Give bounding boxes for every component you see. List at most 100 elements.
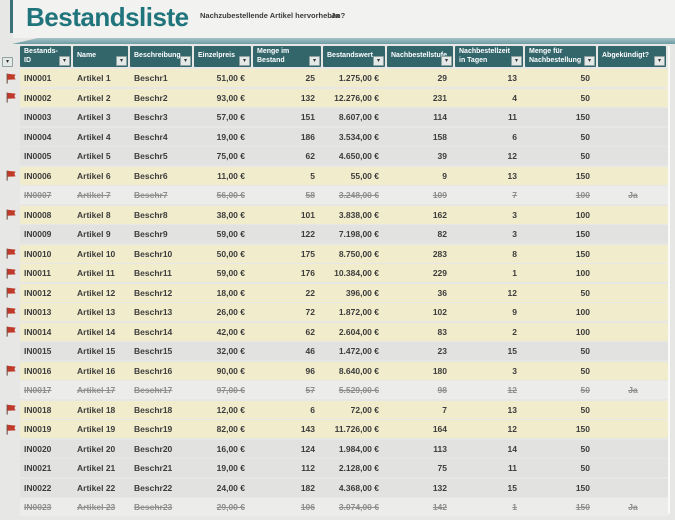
table-cell[interactable]: 50,00 €	[194, 244, 253, 263]
table-cell[interactable]: 96	[253, 361, 323, 380]
table-cell[interactable]: 32,00 €	[194, 342, 253, 360]
table-cell[interactable]: Artikel 12	[73, 283, 130, 302]
table-cell[interactable]: 3.534,00 €	[323, 127, 387, 146]
table-cell[interactable]: 50	[525, 88, 598, 107]
table-cell[interactable]: IN0016	[20, 361, 73, 380]
table-cell[interactable]: 75	[387, 459, 455, 477]
table-cell[interactable]: IN0003	[20, 108, 73, 126]
table-cell[interactable]: 3	[455, 205, 525, 224]
table-cell[interactable]: Beschr4	[130, 127, 194, 146]
table-cell[interactable]: 72,00 €	[323, 400, 387, 419]
table-cell[interactable]: 231	[387, 88, 455, 107]
table-cell[interactable]: 2.604,00 €	[323, 322, 387, 341]
table-cell[interactable]: 5	[253, 166, 323, 185]
table-cell[interactable]: 82,00 €	[194, 420, 253, 438]
table-cell[interactable]: Beschr18	[130, 400, 194, 419]
table-cell[interactable]	[598, 322, 668, 341]
table-cell[interactable]: Artikel 23	[73, 498, 130, 516]
table-cell[interactable]: 24,00 €	[194, 478, 253, 497]
table-cell[interactable]: Beschr17	[130, 381, 194, 399]
table-cell[interactable]: Beschr8	[130, 205, 194, 224]
table-cell[interactable]	[598, 244, 668, 263]
table-cell[interactable]: IN0008	[20, 205, 73, 224]
table-cell[interactable]: Beschr5	[130, 147, 194, 165]
table-cell[interactable]: 4	[455, 88, 525, 107]
table-cell[interactable]: 46	[253, 342, 323, 360]
table-cell[interactable]: 36	[387, 283, 455, 302]
table-cell[interactable]: Beschr11	[130, 264, 194, 282]
table-cell[interactable]: 151	[253, 108, 323, 126]
table-cell[interactable]: 2	[455, 322, 525, 341]
table-cell[interactable]: 26,00 €	[194, 303, 253, 321]
table-cell[interactable]: Artikel 21	[73, 459, 130, 477]
table-cell[interactable]: 12,00 €	[194, 400, 253, 419]
table-cell[interactable]: Artikel 22	[73, 478, 130, 497]
table-cell[interactable]: 62	[253, 147, 323, 165]
table-cell[interactable]: IN0018	[20, 400, 73, 419]
table-cell[interactable]: 15	[455, 478, 525, 497]
table-cell[interactable]	[598, 225, 668, 243]
table-cell[interactable]: 12.276,00 €	[323, 88, 387, 107]
table-cell[interactable]	[598, 69, 668, 87]
table-cell[interactable]	[598, 439, 668, 458]
table-cell[interactable]: Beschr19	[130, 420, 194, 438]
table-cell[interactable]: 6	[253, 400, 323, 419]
table-cell[interactable]: 97,00 €	[194, 381, 253, 399]
table-cell[interactable]: IN0014	[20, 322, 73, 341]
table-cell[interactable]: 100	[525, 303, 598, 321]
table-cell[interactable]: 6	[455, 127, 525, 146]
table-cell[interactable]: IN0010	[20, 244, 73, 263]
table-cell[interactable]: Beschr6	[130, 166, 194, 185]
table-cell[interactable]: 106	[253, 498, 323, 516]
table-cell[interactable]: Beschr16	[130, 361, 194, 380]
table-cell[interactable]: 72	[253, 303, 323, 321]
filter-dropdown-icon[interactable]: ▾	[511, 56, 522, 66]
table-cell[interactable]: 8.640,00 €	[323, 361, 387, 380]
table-cell[interactable]: IN0001	[20, 69, 73, 87]
table-cell[interactable]: 57,00 €	[194, 108, 253, 126]
table-cell[interactable]: 12	[455, 147, 525, 165]
table-cell[interactable]: 82	[387, 225, 455, 243]
table-cell[interactable]: 8.750,00 €	[323, 244, 387, 263]
table-cell[interactable]: 39	[387, 147, 455, 165]
table-cell[interactable]: Beschr14	[130, 322, 194, 341]
table-cell[interactable]: 50	[525, 361, 598, 380]
table-cell[interactable]: 11	[455, 108, 525, 126]
table-cell[interactable]: 182	[253, 478, 323, 497]
table-cell[interactable]: 12	[455, 381, 525, 399]
table-cell[interactable]: 162	[387, 205, 455, 224]
table-cell[interactable]: 59,00 €	[194, 264, 253, 282]
table-cell[interactable]	[598, 459, 668, 477]
table-cell[interactable]: 150	[525, 420, 598, 438]
table-cell[interactable]	[598, 283, 668, 302]
table-cell[interactable]: 50	[525, 400, 598, 419]
table-cell[interactable]: 4.650,00 €	[323, 147, 387, 165]
table-cell[interactable]: IN0002	[20, 88, 73, 107]
table-cell[interactable]: 150	[525, 166, 598, 185]
table-cell[interactable]: 23	[387, 342, 455, 360]
table-cell[interactable]: 55,00 €	[323, 166, 387, 185]
table-cell[interactable]: Artikel 11	[73, 264, 130, 282]
table-cell[interactable]: 51,00 €	[194, 69, 253, 87]
table-cell[interactable]: Artikel 20	[73, 439, 130, 458]
table-cell[interactable]: IN0013	[20, 303, 73, 321]
table-cell[interactable]: IN0021	[20, 459, 73, 477]
table-cell[interactable]: IN0017	[20, 381, 73, 399]
table-cell[interactable]: Beschr2	[130, 88, 194, 107]
table-cell[interactable]: 1	[455, 498, 525, 516]
filter-dropdown-icon[interactable]: ▾	[654, 56, 665, 66]
table-cell[interactable]: 176	[253, 264, 323, 282]
table-cell[interactable]: 50	[525, 342, 598, 360]
filter-dropdown-icon[interactable]: ▾	[309, 56, 320, 66]
table-cell[interactable]: 3.838,00 €	[323, 205, 387, 224]
table-cell[interactable]: Beschr9	[130, 225, 194, 243]
table-cell[interactable]: 8	[455, 244, 525, 263]
table-cell[interactable]: Artikel 19	[73, 420, 130, 438]
table-cell[interactable]: 7	[455, 186, 525, 204]
table-cell[interactable]: IN0020	[20, 439, 73, 458]
table-cell[interactable]: Artikel 7	[73, 186, 130, 204]
table-cell[interactable]: 132	[387, 478, 455, 497]
table-cell[interactable]: 18,00 €	[194, 283, 253, 302]
table-cell[interactable]: 132	[253, 88, 323, 107]
filter-dropdown-icon[interactable]: ▾	[373, 56, 384, 66]
